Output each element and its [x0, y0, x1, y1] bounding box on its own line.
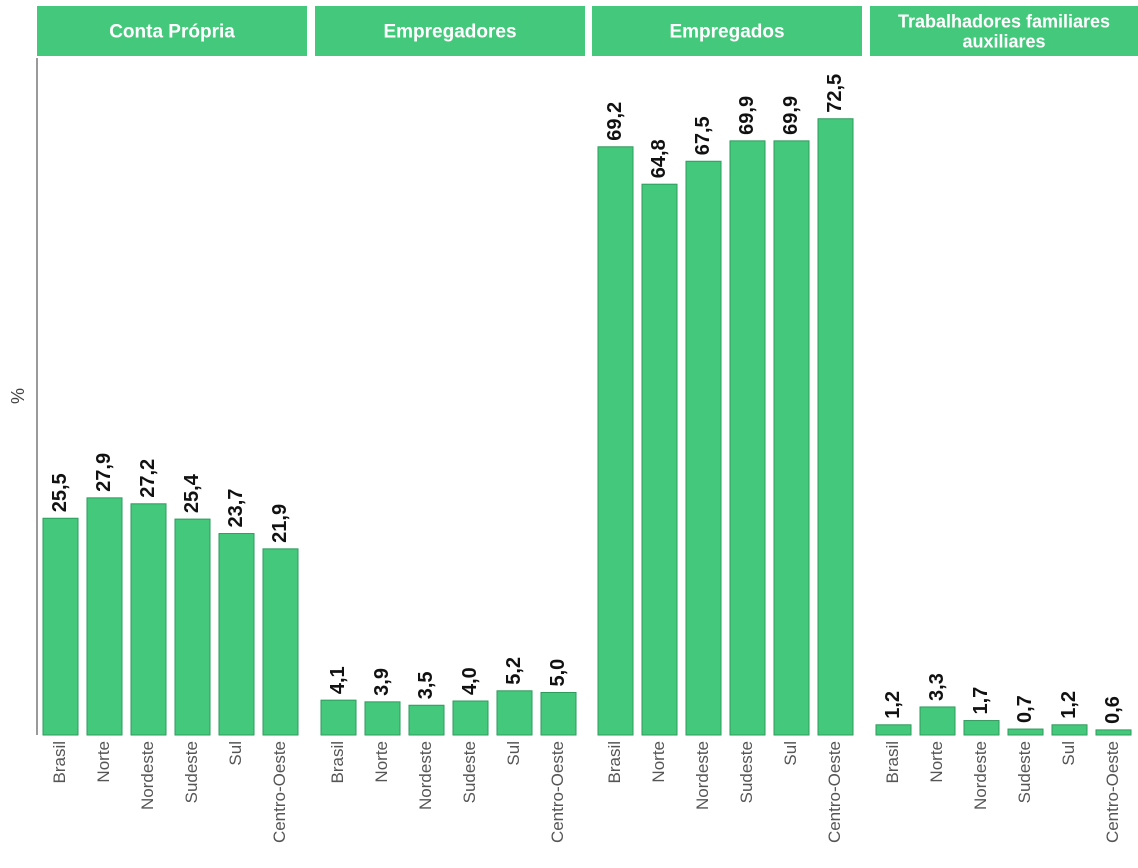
panel-strip — [870, 6, 1138, 56]
chart-panels: Conta Própria 25,5 Brasil 27,9 Norte 27,2 Nord… — [37, 6, 1138, 843]
x-tick-label: Nordeste — [138, 741, 157, 810]
bar — [729, 140, 766, 736]
bar-value-label: 1,2 — [882, 691, 904, 719]
bar — [42, 517, 79, 736]
bar-value-label: 27,9 — [93, 453, 115, 492]
x-tick-label: Sul — [226, 741, 245, 766]
bar-value-label: 69,2 — [604, 102, 626, 141]
bar — [685, 160, 722, 736]
bar — [817, 118, 854, 736]
x-tick-label: Sudeste — [460, 741, 479, 803]
bar — [86, 497, 123, 736]
bar-value-label: 1,7 — [970, 687, 992, 715]
bar — [540, 692, 577, 736]
bar — [1051, 724, 1088, 736]
bar-value-label: 4,1 — [327, 666, 349, 694]
x-tick-label: Sul — [781, 741, 800, 766]
bar — [174, 518, 211, 736]
bar-value-label: 3,3 — [926, 673, 948, 701]
bar — [875, 724, 912, 736]
x-tick-label: Norte — [649, 741, 668, 783]
x-tick-label: Norte — [372, 741, 391, 783]
bar-value-label: 64,8 — [648, 139, 670, 178]
bar-value-label: 25,5 — [49, 473, 71, 512]
x-tick-label: Norte — [94, 741, 113, 783]
panel-title: Conta Própria — [109, 22, 235, 43]
bar-value-label: 21,9 — [269, 504, 291, 543]
x-tick-label: Sudeste — [737, 741, 756, 803]
bar — [452, 700, 489, 736]
x-tick-label: Sudeste — [182, 741, 201, 803]
bar-value-label: 1,2 — [1058, 691, 1080, 719]
x-tick-label: Centro-Oeste — [270, 741, 289, 843]
panel-strip — [37, 6, 307, 56]
bar-value-label: 3,5 — [415, 671, 437, 699]
bar-value-label: 5,2 — [503, 657, 525, 685]
bar — [408, 704, 445, 736]
panel-0: Conta Própria 25,5 Brasil 27,9 Norte 27,2 Nord… — [37, 6, 307, 843]
bar-value-label: 69,9 — [736, 96, 758, 135]
bar-value-label: 0,6 — [1102, 696, 1124, 724]
bar-value-label: 4,0 — [459, 667, 481, 695]
x-tick-label: Brasil — [883, 741, 902, 784]
panel-1: Empregadores 4,1 Brasil 3,9 Norte 3,5 Nordeste… — [315, 6, 585, 843]
bar — [218, 533, 255, 736]
bar-value-label: 23,7 — [225, 489, 247, 528]
bar-value-label: 67,5 — [692, 116, 714, 155]
bar — [597, 146, 634, 736]
x-tick-label: Norte — [927, 741, 946, 783]
bar — [320, 699, 357, 736]
y-axis-label: % — [8, 388, 28, 404]
x-tick-label: Centro-Oeste — [1103, 741, 1122, 843]
bar — [919, 706, 956, 736]
bar — [262, 548, 299, 736]
x-tick-label: Centro-Oeste — [548, 741, 567, 843]
bar-value-label: 69,9 — [780, 96, 802, 135]
x-tick-label: Nordeste — [693, 741, 712, 810]
bar-value-label: 0,7 — [1014, 695, 1036, 723]
x-tick-label: Nordeste — [971, 741, 990, 810]
bar-value-label: 27,2 — [137, 459, 159, 498]
bar-value-label: 72,5 — [824, 74, 846, 113]
bar — [1007, 728, 1044, 736]
bar — [364, 701, 401, 736]
bar — [963, 720, 1000, 736]
x-tick-label: Nordeste — [416, 741, 435, 810]
bar — [773, 140, 810, 736]
bar — [1095, 729, 1132, 736]
bar-value-label: 5,0 — [547, 659, 569, 687]
bar — [641, 183, 678, 736]
bar-value-label: 3,9 — [371, 668, 393, 696]
bar — [130, 503, 167, 736]
panel-2: Empregados 69,2 Brasil 64,8 Norte 67,5 Nordest… — [592, 6, 862, 843]
x-tick-label: Sul — [1059, 741, 1078, 766]
panel-title: Trabalhadores familiares — [898, 11, 1110, 31]
panel-strip — [592, 6, 862, 56]
x-tick-label: Brasil — [605, 741, 624, 784]
panel-title: Empregadores — [383, 22, 516, 43]
bar — [496, 690, 533, 736]
panel-title: Empregados — [669, 22, 784, 43]
x-tick-label: Centro-Oeste — [825, 741, 844, 843]
x-tick-label: Brasil — [328, 741, 347, 784]
x-tick-label: Sul — [504, 741, 523, 766]
x-tick-label: Sudeste — [1015, 741, 1034, 803]
x-tick-label: Brasil — [50, 741, 69, 784]
panel-title: auxiliares — [962, 31, 1045, 51]
panel-strip — [315, 6, 585, 56]
bar-value-label: 25,4 — [181, 473, 203, 513]
